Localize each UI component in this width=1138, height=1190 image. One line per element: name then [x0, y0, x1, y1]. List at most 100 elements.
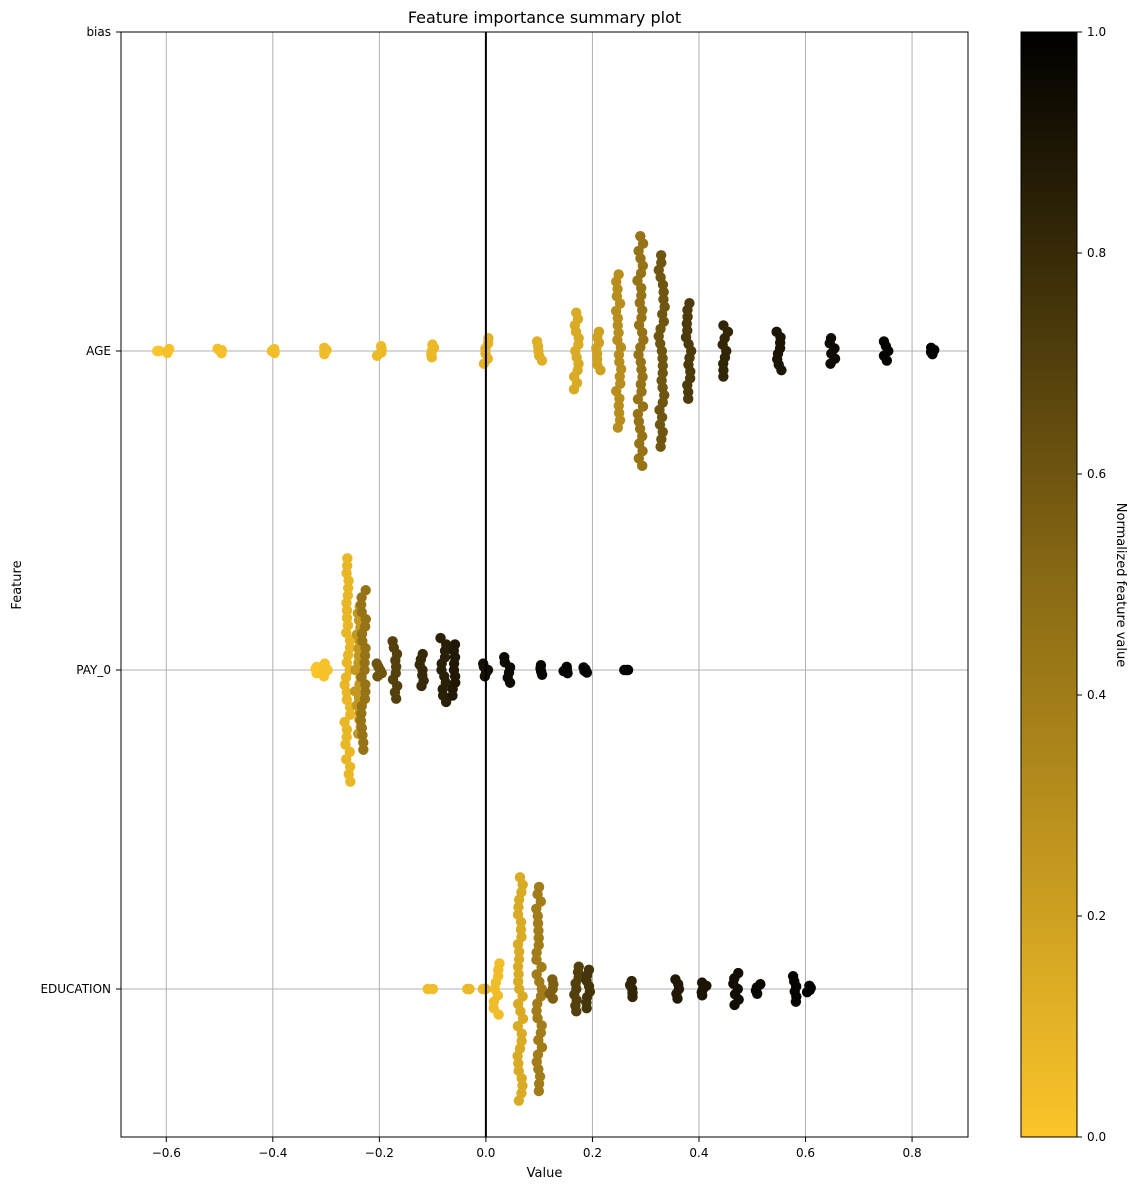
x-axis-ticks: −0.6 −0.4 −0.2 0.0 0.2 0.4 0.6 0.8 — [152, 1137, 922, 1160]
data-point — [515, 916, 527, 928]
data-point — [341, 605, 353, 616]
x-tick-label: 0.8 — [903, 1146, 922, 1160]
data-point — [372, 671, 383, 682]
data-point — [825, 358, 836, 369]
y-axis-label: Feature — [10, 560, 25, 609]
data-point — [881, 355, 893, 366]
data-point — [358, 737, 369, 748]
data-point — [637, 460, 648, 472]
data-point — [776, 364, 787, 376]
data-point — [581, 667, 593, 678]
data-point — [533, 1085, 545, 1097]
data-point — [426, 352, 438, 363]
data-point — [655, 441, 666, 452]
data-point — [536, 669, 548, 680]
data-point — [345, 709, 356, 720]
x-tick-label: −0.4 — [258, 1146, 287, 1160]
data-point — [516, 1028, 527, 1039]
data-point — [536, 961, 547, 973]
y-tick-label: bias — [86, 25, 111, 39]
data-point — [533, 1078, 545, 1089]
data-point — [751, 988, 763, 999]
chart-title: Feature importance summary plot — [408, 8, 681, 27]
scatter-points — [151, 230, 940, 1106]
data-point — [657, 360, 669, 371]
data-point — [493, 1009, 504, 1020]
y-tick-label: PAY_0 — [76, 663, 111, 677]
data-point — [513, 968, 524, 980]
colorbar-label: Normalized feature value — [1113, 503, 1128, 667]
data-point — [927, 348, 938, 360]
data-point — [627, 991, 638, 1003]
data-point — [478, 983, 490, 995]
data-point — [269, 347, 280, 359]
data-point — [479, 671, 491, 682]
x-tick-label: 0.6 — [796, 1146, 815, 1160]
data-point — [533, 925, 544, 936]
data-point — [342, 582, 354, 594]
colorbar-tick-label: 0.4 — [1087, 688, 1106, 702]
data-point — [696, 990, 708, 1001]
data-point — [359, 657, 370, 668]
data-point — [655, 250, 667, 261]
data-point — [216, 348, 227, 359]
x-axis-label: Value — [527, 1166, 563, 1181]
data-point — [462, 983, 473, 995]
data-point — [531, 954, 542, 966]
data-point — [718, 371, 729, 382]
feature-series-education — [422, 872, 816, 1106]
data-point — [513, 946, 525, 957]
colorbar — [1020, 31, 1078, 1138]
x-tick-label: −0.2 — [365, 1146, 394, 1160]
y-tick-label: AGE — [86, 344, 111, 358]
data-point — [344, 635, 356, 646]
data-point — [513, 1058, 524, 1069]
data-point — [612, 312, 623, 324]
data-point — [515, 924, 527, 935]
data-point — [341, 560, 353, 571]
x-tick-label: −0.6 — [152, 1146, 181, 1160]
feature-series-pay-0 — [310, 553, 634, 787]
data-point — [533, 932, 544, 944]
x-tick-label: 0.4 — [689, 1146, 708, 1160]
data-point — [622, 664, 634, 676]
data-point — [531, 947, 542, 958]
data-point — [371, 350, 383, 361]
colorbar-tick-label: 0.2 — [1087, 909, 1106, 923]
data-point — [595, 364, 606, 376]
colorbar-tick-label: 0.0 — [1087, 1130, 1106, 1144]
data-point — [571, 1006, 582, 1017]
colorbar-ticks: 0.0 0.2 0.4 0.6 0.8 1.0 — [1077, 25, 1106, 1144]
data-point — [568, 384, 580, 395]
data-point — [613, 349, 625, 360]
data-point — [341, 724, 353, 735]
colorbar-tick-label: 1.0 — [1087, 25, 1106, 39]
data-point — [427, 983, 439, 995]
plot-frame — [120, 31, 969, 1138]
data-point — [672, 993, 683, 1004]
data-point — [637, 401, 649, 412]
data-point — [790, 996, 802, 1007]
data-point — [319, 348, 330, 360]
data-point — [358, 744, 369, 755]
data-point — [153, 345, 165, 357]
data-point — [390, 693, 402, 704]
colorbar-tick-label: 0.8 — [1087, 246, 1106, 260]
data-point — [345, 776, 356, 787]
data-point — [532, 910, 543, 922]
data-point — [513, 901, 524, 913]
feature-series-age — [151, 230, 940, 472]
data-point — [512, 961, 524, 972]
data-point — [658, 286, 669, 298]
data-point — [447, 690, 458, 701]
colorbar-tick-label: 0.6 — [1087, 467, 1106, 481]
x-tick-label: 0.0 — [476, 1146, 495, 1160]
data-point — [562, 667, 573, 679]
data-point — [162, 347, 173, 359]
data-point — [343, 575, 354, 586]
data-point — [504, 677, 516, 688]
data-point — [801, 986, 813, 998]
data-point — [657, 353, 668, 364]
data-point — [416, 680, 427, 692]
data-point — [513, 894, 525, 905]
